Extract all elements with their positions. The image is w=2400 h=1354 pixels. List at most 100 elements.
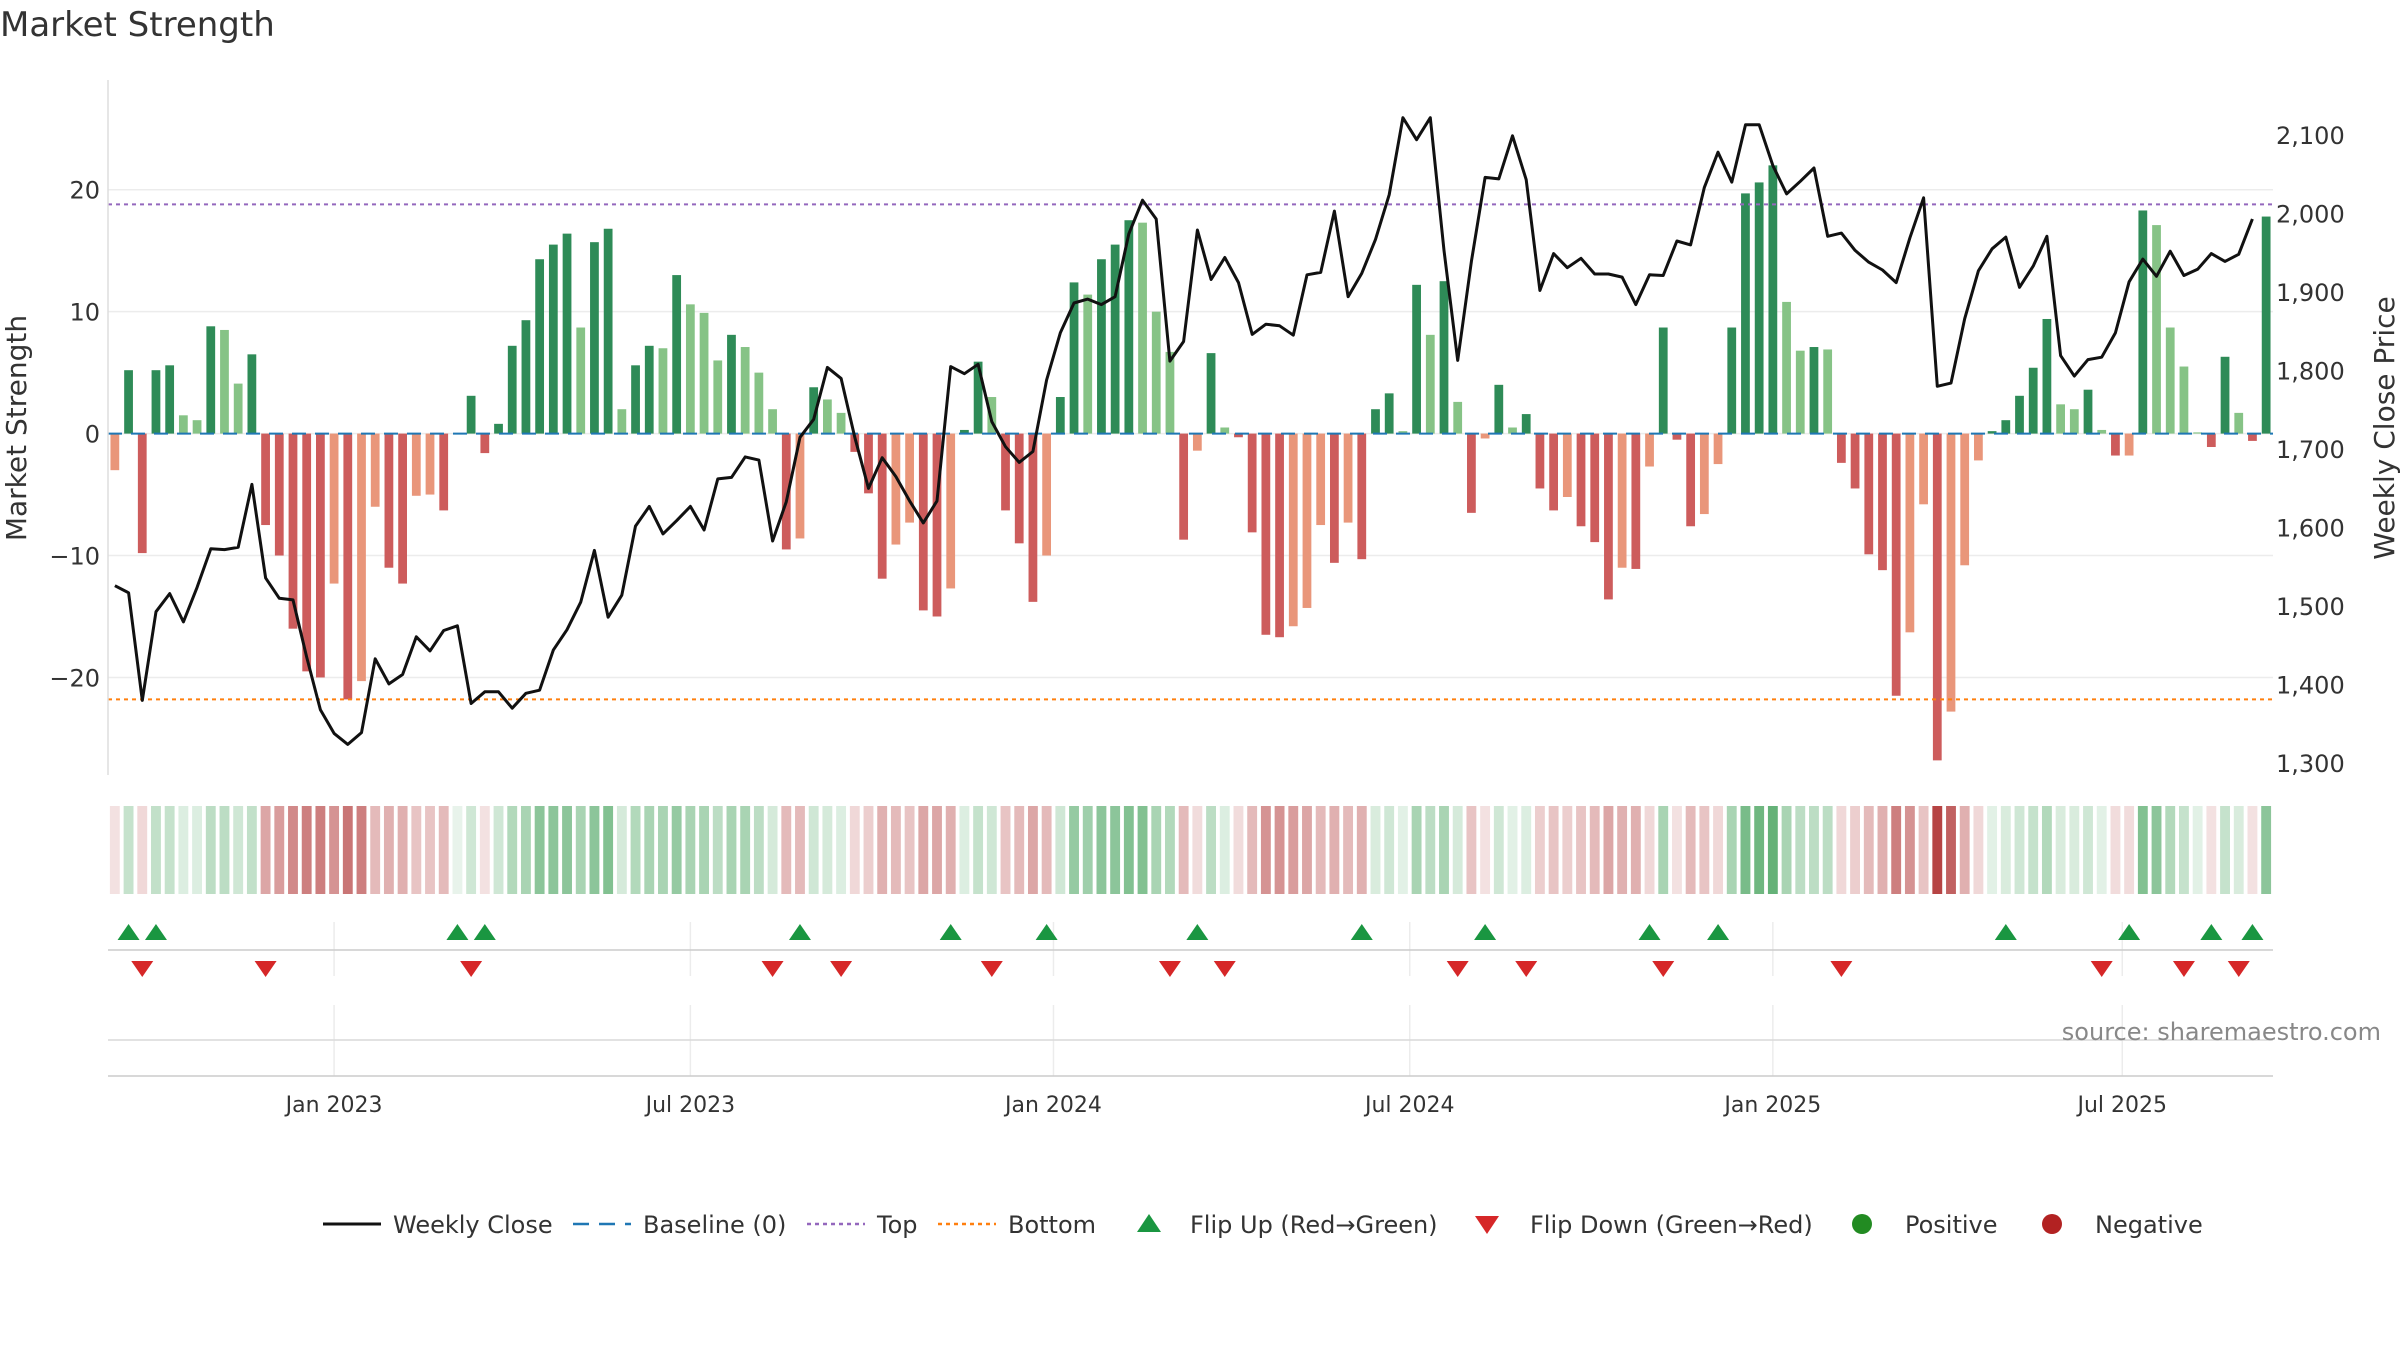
strength-bar <box>1206 353 1216 434</box>
heat-cell <box>425 806 435 894</box>
legend-label: Flip Up (Red→Green) <box>1190 1211 1438 1239</box>
strength-bar <box>398 433 407 584</box>
strength-bar <box>1946 433 1956 712</box>
heat-cell <box>1315 806 1326 894</box>
strength-bar <box>1480 433 1490 439</box>
strength-bar <box>1699 433 1709 515</box>
heat-cell <box>315 806 326 894</box>
strength-bar <box>1179 433 1189 540</box>
strength-bar <box>781 433 791 550</box>
weekly-close-series <box>114 116 2254 746</box>
flip-down-marker <box>1652 961 1675 977</box>
strength-bar <box>946 433 956 589</box>
strength-bar <box>1631 433 1641 569</box>
heat-cell <box>137 806 148 894</box>
x-tick-label: Jan 2025 <box>1722 1093 1821 1118</box>
heat-cell <box>1302 806 1312 894</box>
heat-cell <box>411 806 422 894</box>
strength-bar <box>2015 395 2024 434</box>
legend-label: Positive <box>1905 1211 1998 1239</box>
heat-cell <box>1206 806 1216 894</box>
strength-bar <box>1412 284 1421 434</box>
heat-cell <box>1219 806 1230 894</box>
heat-cell <box>2028 806 2039 894</box>
heat-cell <box>233 806 244 894</box>
strength-bar <box>1960 433 1970 566</box>
legend-triangle-down-icon <box>1475 1216 1499 1234</box>
heat-cell <box>1260 806 1271 894</box>
heat-cell <box>383 806 394 894</box>
heat-cell <box>1165 806 1175 894</box>
strength-bar <box>261 433 270 526</box>
strength-bar <box>672 275 682 434</box>
strength-bar <box>1741 193 1750 434</box>
heat-cell <box>1452 806 1463 894</box>
y-right-tick-label: 2,000 <box>2276 201 2345 229</box>
legend-label: Weekly Close <box>393 1211 553 1239</box>
flip-down-marker <box>1213 961 1236 977</box>
heat-cell <box>1411 806 1422 894</box>
flip-down-marker <box>131 961 154 977</box>
strength-bar <box>754 372 764 434</box>
strength-bar <box>603 228 613 434</box>
heat-cell <box>329 806 340 894</box>
heat-cell <box>616 806 627 894</box>
strength-bar <box>1891 433 1901 696</box>
heat-cell <box>753 806 764 894</box>
heat-cell <box>2137 806 2148 894</box>
strength-bar <box>2248 433 2257 441</box>
y-right-tick-label: 1,900 <box>2276 279 2345 307</box>
legend-item: Baseline (0) <box>573 1211 786 1239</box>
heat-cell <box>1014 806 1025 894</box>
heat-cell <box>1877 806 1888 894</box>
flip-up-marker <box>144 924 167 940</box>
strength-bar <box>2261 216 2271 434</box>
strength-bar <box>316 433 325 678</box>
strength-bar <box>1878 433 1887 571</box>
strength-bar <box>768 409 777 434</box>
strength-bar <box>2111 433 2120 456</box>
strength-bar <box>932 433 942 617</box>
legend-item: Weekly Close <box>323 1211 553 1239</box>
heat-cell <box>1507 806 1518 894</box>
heat-cell <box>849 806 860 894</box>
heat-cell <box>164 806 175 894</box>
strength-bar <box>1083 294 1093 434</box>
heat-cell <box>822 806 833 894</box>
heat-cell <box>1000 806 1011 894</box>
strength-bar <box>439 433 449 511</box>
heat-cell <box>1110 806 1121 894</box>
strength-bar <box>2028 367 2038 434</box>
heat-cell <box>1370 806 1381 894</box>
heat-cell <box>808 806 819 894</box>
strength-bar <box>644 345 654 434</box>
strength-bar <box>1042 433 1052 556</box>
strength-bar <box>822 399 832 434</box>
flip-up-marker <box>1707 924 1730 940</box>
flip-markers <box>108 924 2273 977</box>
strength-bar <box>1138 222 1147 434</box>
heat-cell <box>1685 806 1696 894</box>
x-tick-label: Jul 2025 <box>2076 1093 2168 1118</box>
strength-bar <box>288 433 298 629</box>
strength-heat-strip <box>109 806 2272 894</box>
heat-cell <box>2000 806 2011 894</box>
heat-cell <box>1932 806 1943 894</box>
strength-bar <box>1384 393 1394 434</box>
strength-bar <box>329 433 339 584</box>
strength-bar <box>1425 334 1435 434</box>
heat-cell <box>1493 806 1504 894</box>
strength-bar <box>727 334 736 434</box>
strength-bar <box>2097 429 2107 434</box>
legend-item: Flip Up (Red→Green) <box>1137 1211 1438 1239</box>
strength-bar <box>562 233 572 434</box>
strength-bar <box>658 348 668 434</box>
heat-cell <box>767 806 778 894</box>
strength-bar <box>151 370 161 434</box>
heat-cell <box>219 806 230 894</box>
strength-bar <box>685 304 695 434</box>
heat-cell <box>904 806 915 894</box>
x-tick-label: Jan 2023 <box>284 1093 383 1118</box>
y-right-tick-label: 1,400 <box>2276 672 2345 700</box>
strength-bar <box>1521 414 1531 434</box>
